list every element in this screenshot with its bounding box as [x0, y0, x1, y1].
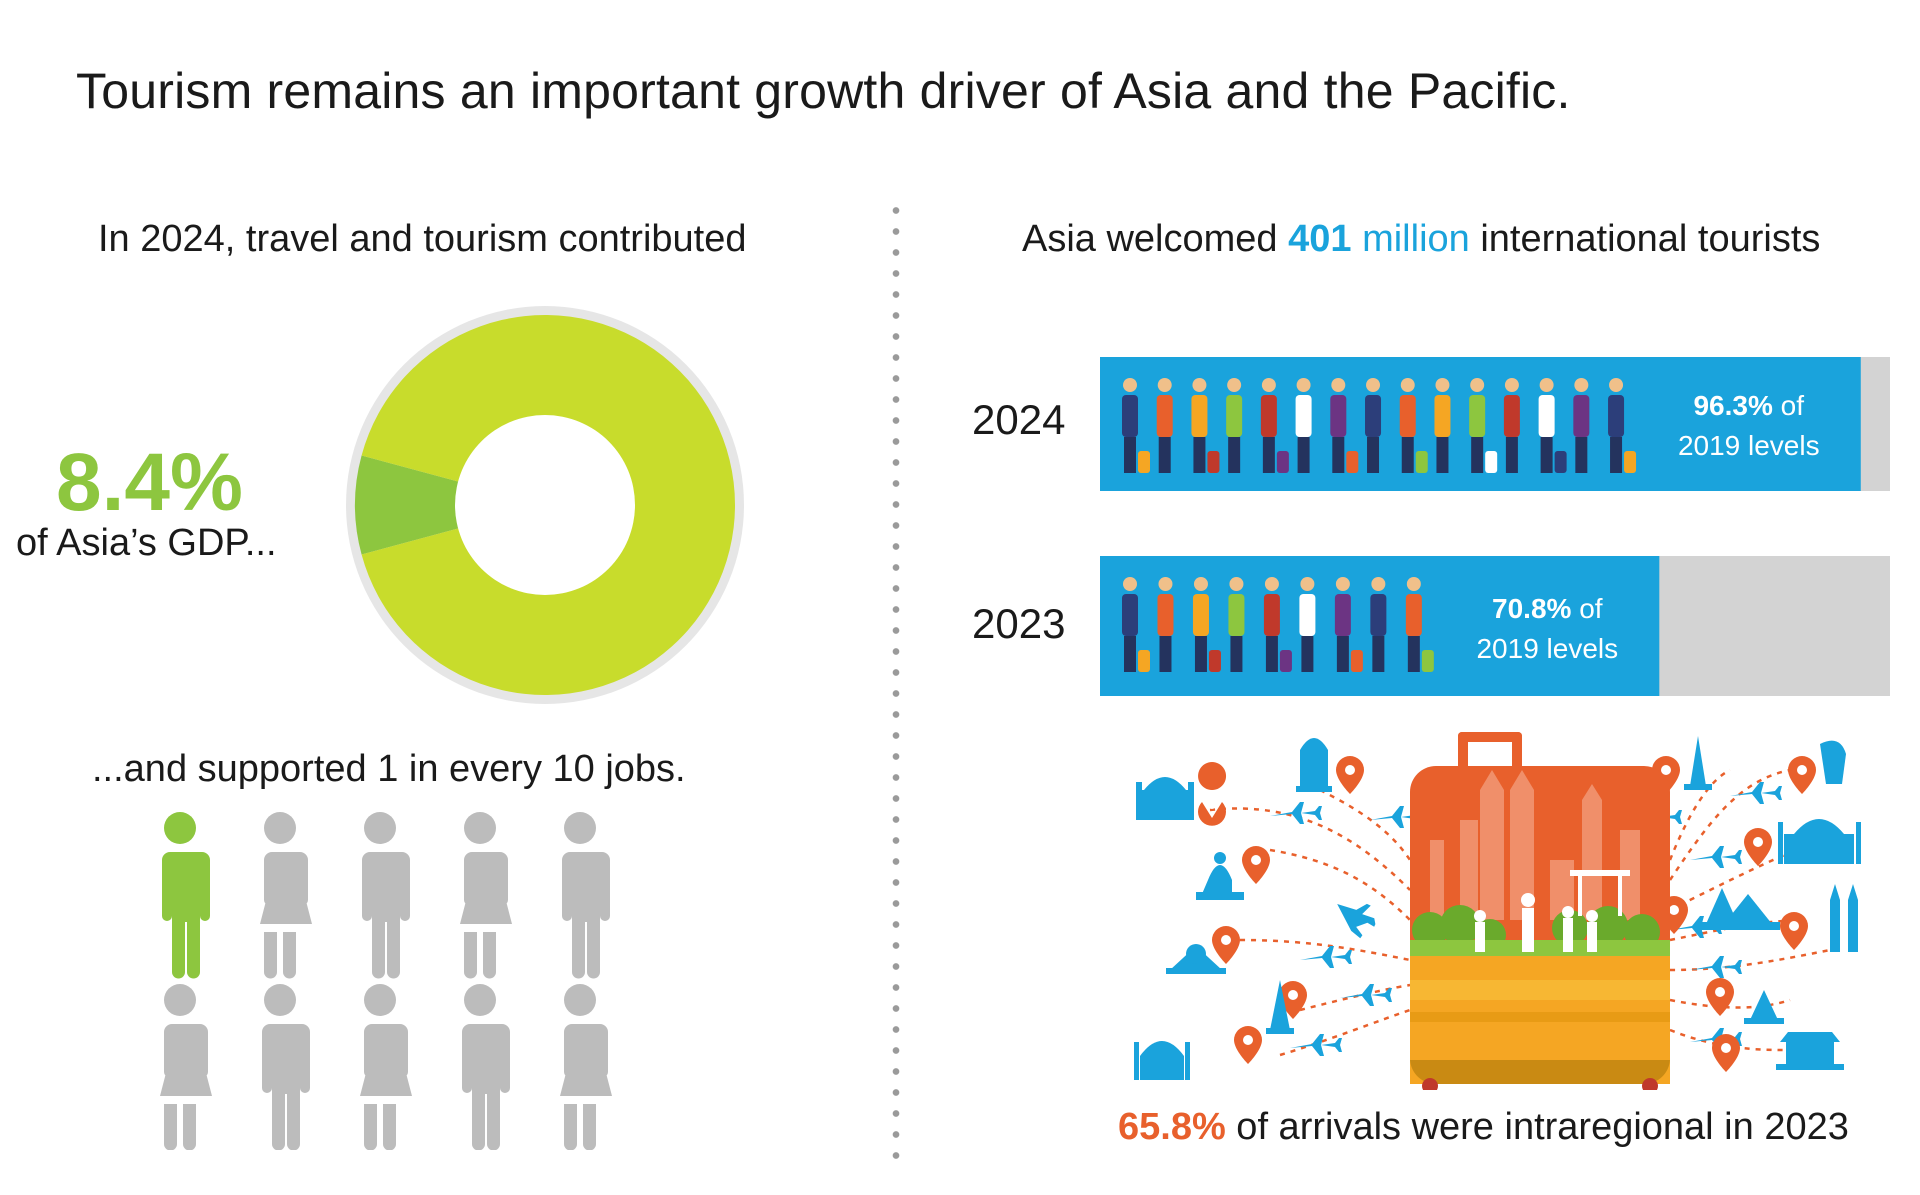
arrivals-heading-pre: Asia welcomed — [1022, 218, 1289, 260]
bar-2023-pct: 70.8% — [1492, 593, 1571, 624]
traveler-figure-icon — [1295, 378, 1312, 473]
jobs-pictograph — [158, 812, 612, 1150]
luggage-travel-routes-icon — [1134, 732, 1861, 1090]
traveler-figure-icon — [1405, 577, 1434, 672]
jobs-heading: ...and supported 1 in every 10 jobs. — [92, 748, 686, 790]
suitcase-icon — [1410, 732, 1670, 1090]
traveler-figure-icon — [1365, 378, 1382, 473]
traveler-figure-icon — [1122, 577, 1150, 672]
gdp-percentage: 8.4% — [56, 437, 243, 528]
donut-slice-tourism — [355, 455, 545, 555]
traveler-figure-icon — [1330, 378, 1359, 473]
traveler-figure-icon — [1334, 577, 1363, 672]
bar-2024-pct: 96.3% — [1693, 390, 1772, 421]
travelers-illustration-icon — [1122, 577, 1434, 672]
gdp-donut-chart — [346, 306, 744, 704]
person-icon-highlighted — [158, 812, 210, 979]
bar-2023-label: 70.8% of — [1492, 593, 1603, 624]
traveler-figure-icon — [1503, 378, 1520, 473]
traveler-figure-icon — [1434, 378, 1451, 473]
person-icon — [258, 984, 310, 1150]
section-divider — [892, 200, 900, 1165]
donut-hole — [455, 415, 635, 595]
bar-2023-levels: 2019 levels — [1476, 633, 1618, 664]
traveler-figure-icon — [1299, 577, 1316, 672]
traveler-figure-icon — [1191, 378, 1220, 473]
intraregional-pct: 65.8% — [1118, 1106, 1226, 1148]
arrivals-heading: Asia welcomed 401 million international … — [1022, 218, 1820, 261]
gdp-heading: In 2024, travel and tourism contributed — [98, 218, 747, 260]
traveler-figure-icon — [1538, 378, 1567, 473]
arrivals-number: 401 — [1288, 218, 1352, 260]
traveler-figure-icon — [1192, 577, 1221, 672]
traveler-figure-icon — [1399, 378, 1428, 473]
page-title: Tourism remains an important growth driv… — [76, 63, 1571, 119]
year-label-2023: 2023 — [972, 600, 1066, 647]
person-icon — [558, 812, 610, 979]
traveler-figure-icon — [1573, 378, 1590, 473]
bar-2023-of: of — [1571, 593, 1602, 624]
landmark-icons — [1134, 736, 1861, 1080]
traveler-figure-icon — [1122, 378, 1150, 473]
person-icon — [458, 984, 510, 1150]
arrivals-heading-post: international tourists — [1469, 218, 1821, 260]
traveler-figure-icon — [1370, 577, 1387, 672]
arrivals-unit: million — [1351, 218, 1470, 260]
traveler-figure-icon — [1157, 577, 1174, 672]
gdp-label: of Asia’s GDP... — [16, 522, 277, 564]
traveler-figure-icon — [1226, 378, 1243, 473]
intraregional-caption: 65.8% of arrivals were intraregional in … — [1118, 1106, 1849, 1149]
bar-2024-label: 96.3% of — [1693, 390, 1804, 421]
year-label-2024: 2024 — [972, 396, 1066, 443]
person-icon — [360, 984, 412, 1150]
traveler-figure-icon — [1260, 378, 1289, 473]
intraregional-text: of arrivals were intraregional in 2023 — [1225, 1106, 1849, 1148]
traveler-figure-icon — [1263, 577, 1292, 672]
person-icon — [460, 812, 512, 979]
traveler-figure-icon — [1469, 378, 1498, 473]
traveler-figure-icon — [1156, 378, 1173, 473]
person-icon — [160, 984, 212, 1150]
arrivals-bar-chart: 96.3% of 2019 levels 70.8% of 2019 level… — [1100, 357, 1890, 696]
travelers-illustration-icon — [1122, 378, 1637, 473]
bar-2024-of: of — [1773, 390, 1804, 421]
location-pin-icons — [1198, 756, 1816, 1072]
person-icon — [358, 812, 410, 979]
bar-2024-levels: 2019 levels — [1678, 430, 1820, 461]
person-icon — [260, 812, 312, 979]
traveler-figure-icon — [1228, 577, 1245, 672]
traveler-figure-icon — [1608, 378, 1637, 473]
person-icon — [560, 984, 612, 1150]
